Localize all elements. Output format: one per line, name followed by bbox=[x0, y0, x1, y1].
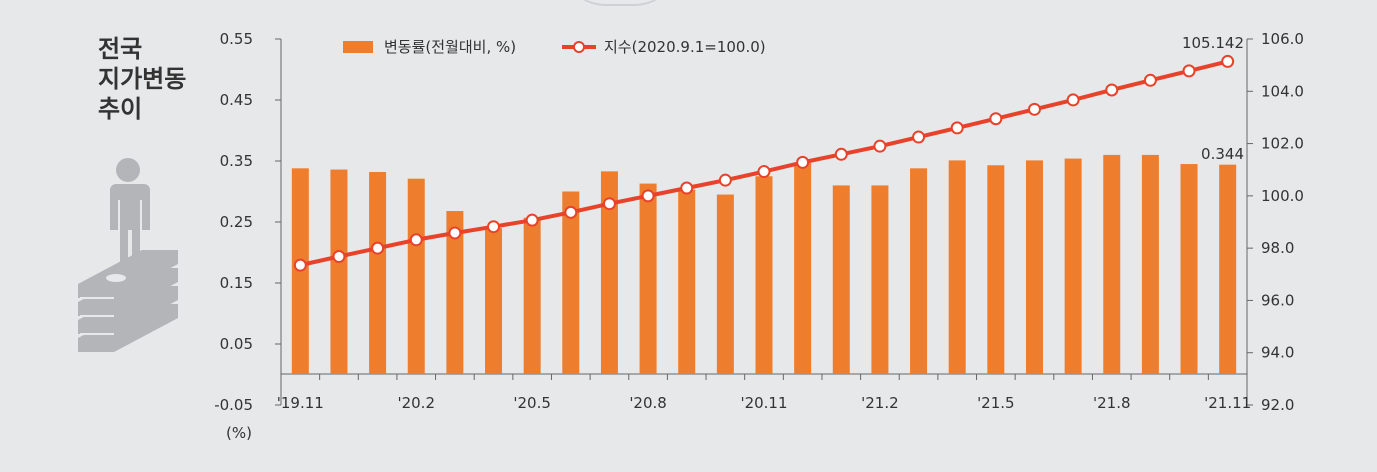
line-point bbox=[602, 197, 616, 211]
line-point bbox=[641, 189, 655, 203]
right-y-tick-label: 106.0 bbox=[1261, 30, 1304, 48]
decorative-arc bbox=[560, 0, 680, 6]
bar bbox=[330, 169, 348, 374]
line-point bbox=[834, 147, 848, 161]
left-y-tick-label: 0.35 bbox=[220, 152, 253, 170]
x-tick-label: '20.8 bbox=[629, 394, 667, 412]
right-y-tick-label: 100.0 bbox=[1261, 187, 1304, 205]
tick-labels: 0.55 0.45 0.35 0.25 0.15 0.05 -0.05 106.0 104.0 1… bbox=[214, 30, 1304, 414]
legend-line-marker bbox=[573, 41, 585, 53]
bar bbox=[523, 217, 541, 374]
left-y-tick-label: 0.55 bbox=[220, 30, 253, 48]
x-tick-label: '21.5 bbox=[977, 394, 1015, 412]
line-point bbox=[873, 139, 887, 153]
bar bbox=[755, 176, 773, 374]
x-tick-label: '21.8 bbox=[1093, 394, 1131, 412]
left-y-tick-label: 0.15 bbox=[220, 274, 253, 292]
x-tick-label: '20.5 bbox=[513, 394, 551, 412]
line-point bbox=[1182, 64, 1196, 78]
bar bbox=[562, 191, 580, 374]
line-point bbox=[332, 250, 346, 264]
x-tick-label: '19.11 bbox=[277, 394, 324, 412]
last-bar-value-label: 0.344 bbox=[1201, 145, 1244, 163]
right-y-tick-label: 92.0 bbox=[1261, 396, 1294, 414]
bar-series bbox=[291, 154, 1237, 374]
right-y-tick-label: 96.0 bbox=[1261, 291, 1294, 309]
line-point bbox=[1105, 83, 1119, 97]
line-point bbox=[912, 130, 926, 144]
line-point bbox=[564, 205, 578, 219]
line-point bbox=[371, 241, 385, 255]
bar bbox=[678, 189, 696, 374]
line-point bbox=[718, 173, 732, 187]
line-point bbox=[757, 165, 771, 179]
legend: 변동률(전월대비, %) 지수(2020.9.1=100.0) bbox=[343, 38, 766, 56]
line-point bbox=[409, 233, 423, 247]
line-point bbox=[950, 121, 964, 135]
bar bbox=[1141, 154, 1159, 374]
bar bbox=[948, 160, 966, 374]
line-point bbox=[1143, 73, 1157, 87]
line-point bbox=[796, 155, 810, 169]
legend-bar-swatch bbox=[343, 41, 373, 53]
x-tick-label: '20.11 bbox=[740, 394, 787, 412]
right-y-tick-label: 94.0 bbox=[1261, 344, 1294, 362]
unit-label: (%) bbox=[226, 424, 252, 442]
line-point bbox=[487, 220, 501, 234]
line-point bbox=[1221, 54, 1235, 68]
line-point bbox=[293, 258, 307, 272]
right-y-tick-label: 98.0 bbox=[1261, 239, 1294, 257]
bar bbox=[639, 183, 657, 374]
bar bbox=[1180, 164, 1198, 374]
bar bbox=[1219, 164, 1237, 374]
bar bbox=[446, 211, 464, 374]
bar bbox=[871, 185, 889, 374]
bar bbox=[600, 171, 618, 374]
left-y-tick-label: 0.05 bbox=[220, 335, 253, 353]
line-point bbox=[525, 213, 539, 227]
person-on-money-stack-icon bbox=[78, 158, 178, 352]
line-point bbox=[1066, 93, 1080, 107]
bar bbox=[1103, 154, 1121, 374]
x-tick-label: '21.11 bbox=[1204, 394, 1251, 412]
line-point bbox=[448, 226, 462, 240]
line-point bbox=[989, 112, 1003, 126]
bar bbox=[485, 228, 503, 374]
bar bbox=[1025, 160, 1043, 374]
left-y-tick-label: 0.45 bbox=[220, 91, 253, 109]
legend-line-label: 지수(2020.9.1=100.0) bbox=[604, 38, 766, 56]
bar bbox=[832, 185, 850, 374]
bar bbox=[794, 162, 812, 374]
left-y-tick-label: 0.25 bbox=[220, 213, 253, 231]
left-y-tick-label: -0.05 bbox=[214, 396, 253, 414]
line-point bbox=[1027, 102, 1041, 116]
bar bbox=[910, 168, 928, 374]
bar bbox=[1064, 158, 1082, 374]
right-y-tick-label: 104.0 bbox=[1261, 82, 1304, 100]
bar bbox=[369, 171, 387, 374]
last-line-value-label: 105.142 bbox=[1182, 34, 1244, 52]
bar bbox=[407, 178, 425, 374]
line-series bbox=[293, 54, 1235, 272]
x-tick-label: '21.2 bbox=[861, 394, 899, 412]
bar bbox=[987, 165, 1005, 374]
x-tick-label: '20.2 bbox=[397, 394, 435, 412]
right-y-tick-label: 102.0 bbox=[1261, 135, 1304, 153]
chart-title: 전국 지가변동 추이 bbox=[98, 35, 187, 123]
legend-bar-label: 변동률(전월대비, %) bbox=[384, 38, 516, 56]
bar bbox=[716, 194, 734, 374]
line-point bbox=[680, 181, 694, 195]
